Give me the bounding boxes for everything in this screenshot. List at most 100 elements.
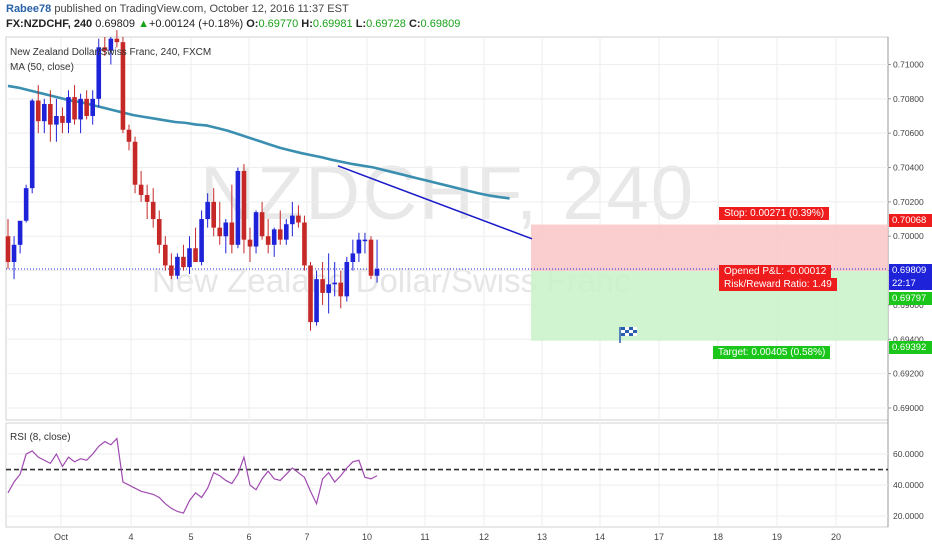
checkered-flag-icon: [619, 327, 637, 343]
high-value: 0.69981: [312, 18, 353, 30]
candle-body: [72, 97, 77, 120]
candle-body: [29, 100, 35, 189]
time-axis-label: 19: [772, 532, 782, 542]
candle-body: [211, 201, 216, 228]
time-axis-label: 11: [420, 532, 429, 542]
publish-line: Rabee78 published on TradingView.com, Oc…: [6, 3, 349, 15]
candle-body: [90, 98, 95, 117]
time-axis-label: 17: [654, 532, 664, 542]
publish-info: published on TradingView.com, October 12…: [51, 3, 349, 15]
candle-body: [368, 239, 374, 276]
candle-body: [60, 116, 65, 123]
time-axis-label: 6: [246, 532, 251, 542]
risk-reward-label[interactable]: Risk/Reward Ratio: 1.49: [719, 278, 837, 291]
low-value: 0.69728: [366, 18, 406, 30]
stop-zone: [531, 224, 888, 272]
candle-body: [156, 219, 162, 245]
stop-label[interactable]: Stop: 0.00271 (0.39%): [719, 207, 830, 220]
candle-body: [5, 236, 11, 262]
candle-body: [42, 103, 47, 122]
candle-body: [23, 188, 29, 221]
candle-body: [326, 284, 331, 293]
candle-body: [126, 129, 132, 142]
candle-body: [78, 98, 83, 120]
candle-body: [241, 170, 247, 240]
candle-body: [290, 215, 295, 225]
candle-body: [296, 215, 301, 223]
price-tick-label: 0.69000: [893, 403, 924, 413]
candle-body: [308, 265, 313, 323]
candle-body: [217, 227, 223, 237]
candle-body: [175, 256, 180, 276]
candle-body: [84, 98, 89, 117]
target-label[interactable]: Target: 0.00405 (0.58%): [713, 346, 831, 359]
candle-body: [356, 239, 362, 254]
time-axis-label: 7: [304, 532, 309, 542]
candle-body: [66, 97, 71, 123]
candle-body: [205, 201, 210, 220]
time-axis-label: 5: [188, 532, 193, 542]
candle-body: [302, 222, 307, 266]
candle-body: [193, 248, 198, 262]
open-label: O:: [246, 18, 259, 30]
candle-body: [229, 222, 235, 245]
time-axis-label: 18: [713, 532, 723, 542]
candle-body: [108, 38, 114, 51]
candle-body: [96, 47, 102, 99]
ohlc-line: FX:NZDCHF, 240 0.69809 ▲+0.00124 (+0.18%…: [6, 18, 460, 30]
candle-body: [265, 236, 271, 245]
pnl-label[interactable]: Opened P&L: -0.00012: [719, 265, 832, 278]
price-tick-label: 0.70000: [893, 231, 924, 241]
countdown-tag: 22:17: [889, 277, 932, 290]
candle-body: [314, 279, 319, 323]
candle-body: [138, 184, 144, 196]
candle-body: [284, 224, 289, 240]
candle-body: [320, 279, 325, 293]
stop-price-tag: 0.70068: [889, 214, 932, 227]
time-axis-label: 14: [595, 532, 605, 542]
chart-header: Rabee78 published on TradingView.com, Oc…: [0, 0, 932, 34]
entry-price-tag: 0.69797: [889, 292, 932, 305]
rsi-tick-label: 60.0000: [893, 449, 924, 459]
rsi-pane-frame: [5, 422, 889, 528]
candle-body: [114, 38, 120, 43]
candle-body: [277, 229, 283, 240]
candle-body: [187, 248, 192, 268]
open-value: 0.69770: [258, 18, 299, 30]
candle-body: [350, 253, 356, 262]
time-axis-label: 10: [362, 532, 372, 542]
candle-body: [132, 141, 138, 185]
rsi-legend: RSI (8, close): [10, 432, 71, 443]
main-legend-title: New Zealand Dollar/Swiss Franc, 240, FXC…: [10, 47, 212, 58]
low-label: L:: [355, 18, 367, 30]
change-arrow-icon: ▲: [138, 18, 149, 30]
candle-body: [11, 244, 17, 262]
price-tick-label: 0.70800: [893, 94, 924, 104]
candle-body: [150, 201, 156, 220]
close-label: C:: [408, 18, 421, 30]
last-price-tag: 0.69809: [889, 264, 932, 277]
last-price: 0.69809: [95, 18, 136, 30]
symbol-watermark: NZDCHF, 240: [200, 151, 695, 236]
high-label: H:: [301, 18, 313, 30]
price-tick-label: 0.69400: [893, 334, 924, 344]
candle-body: [374, 268, 380, 276]
candle-body: [181, 256, 186, 268]
price-tick-label: 0.70200: [893, 197, 924, 207]
candle-body: [235, 170, 241, 245]
author-link[interactable]: Rabee78: [6, 3, 52, 15]
price-tick-label: 0.69200: [893, 369, 924, 379]
ma-legend: MA (50, close): [10, 62, 74, 73]
time-axis-label: 20: [831, 532, 841, 542]
candle-body: [344, 261, 350, 297]
candle-body: [163, 244, 168, 266]
time-axis-label: 12: [479, 532, 489, 542]
candle-body: [271, 229, 277, 245]
rsi-tick-label: 40.0000: [893, 480, 924, 490]
price-tick-label: 0.70600: [893, 128, 924, 138]
change-value: +0.00124 (+0.18%): [148, 18, 244, 30]
candle-body: [35, 100, 41, 122]
candle-body: [120, 42, 126, 130]
candle-body: [199, 219, 204, 262]
